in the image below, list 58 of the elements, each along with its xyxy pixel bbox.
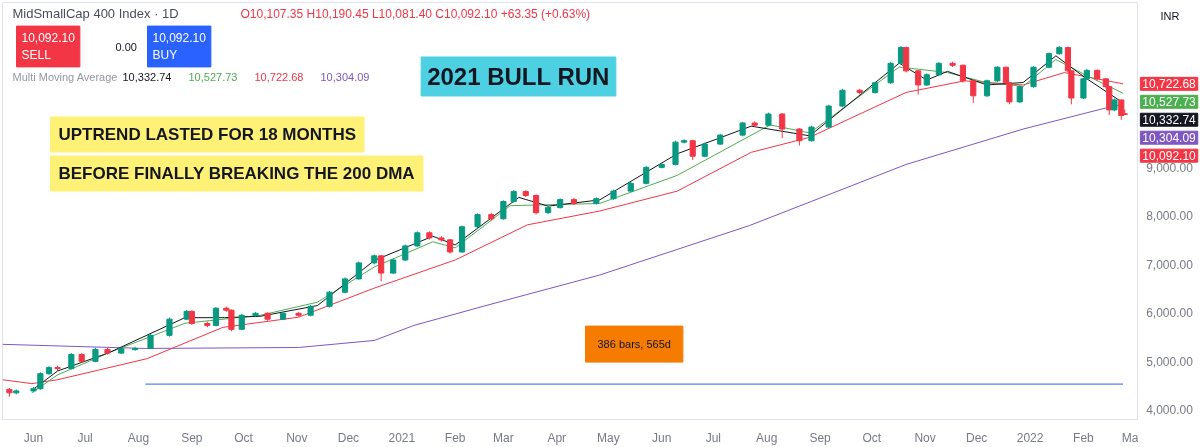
x-tick-label: Dec [337, 430, 360, 445]
x-tick-label: Sep [809, 430, 832, 445]
x-tick-label: Jul [705, 430, 722, 445]
data-label: 10,304.09 [1142, 131, 1197, 146]
x-tick-label: Ma [1121, 430, 1139, 445]
x-tick-label: Feb [444, 430, 466, 445]
data-label: 10,722.68 [1142, 77, 1197, 92]
candlestick [681, 138, 688, 145]
annotation: 10,722.68 [254, 70, 304, 83]
candlestick [970, 79, 977, 104]
annotation: BEFORE FINALLY BREAKING THE 200 DMA [58, 164, 415, 183]
annotation: 10,092.10 [152, 31, 207, 46]
x-tick-label: Oct [234, 430, 254, 445]
annotation: UPTREND LASTED FOR 18 MONTHS [58, 125, 357, 144]
candlestick [1030, 65, 1037, 89]
x-tick-label: 2021 [388, 430, 416, 445]
text: INR [1160, 9, 1180, 22]
y-tick-label: 6,000.00 [1146, 306, 1194, 321]
candlestick [378, 254, 385, 282]
annotation: 10,304.09 [320, 70, 370, 83]
data-label: 10,527.73 [1142, 95, 1197, 110]
text: 10,092.10 [1142, 149, 1197, 164]
x-tick-label: Nov [914, 430, 936, 445]
x-tick-label: Jun [23, 430, 44, 445]
x-tick-label: Nov [286, 430, 308, 445]
y-tick-label: 8,000.00 [1146, 209, 1194, 224]
y-tick-label: 4,000.00 [1146, 403, 1194, 418]
x-tick-label: Apr [547, 430, 567, 445]
x-tick-label: Oct [862, 430, 882, 445]
candlestick [500, 199, 507, 221]
x-tick-label: 2022 [1016, 430, 1044, 445]
annotation: BUY [152, 47, 178, 62]
annotation: 10,092.10 [21, 31, 76, 46]
x-tick-label: May [597, 430, 620, 445]
y-tick-label: 5,000.00 [1146, 354, 1194, 369]
data-label: 10,332.74 [1142, 113, 1197, 128]
chart-title: MidSmallCap 400 Index · 1D [12, 6, 179, 21]
x-tick-label: Feb [1073, 430, 1095, 445]
x-tick-label: Jul [77, 430, 93, 445]
chart-subtitle: O10,107.35 H10,190.45 L10,081.40 C10,092.10 +63.35 (+0.63%) [240, 6, 591, 21]
candlestick [355, 260, 362, 281]
legend-title: Multi Moving Average [12, 70, 118, 83]
annotation: 10,527.73 [188, 70, 238, 83]
annotation: 0.00 [115, 40, 137, 53]
annotation: SELL [21, 47, 52, 62]
candlestick [887, 61, 894, 85]
x-tick-label: Aug [756, 430, 778, 445]
candlestick [131, 346, 139, 352]
annotation: 10,332.74 [122, 70, 172, 83]
x-tick-label: Mar [493, 430, 514, 445]
y-tick-label: 7,000.00 [1146, 257, 1194, 272]
x-tick-label: Sep [181, 430, 203, 445]
x-tick-label: Aug [127, 430, 150, 445]
annotation: 2021 BULL RUN [427, 63, 610, 90]
x-tick-label: Jun [652, 430, 672, 445]
candlestick [779, 112, 786, 139]
x-tick-label: Dec [966, 430, 988, 445]
annotation: 386 bars, 565d [597, 338, 671, 351]
